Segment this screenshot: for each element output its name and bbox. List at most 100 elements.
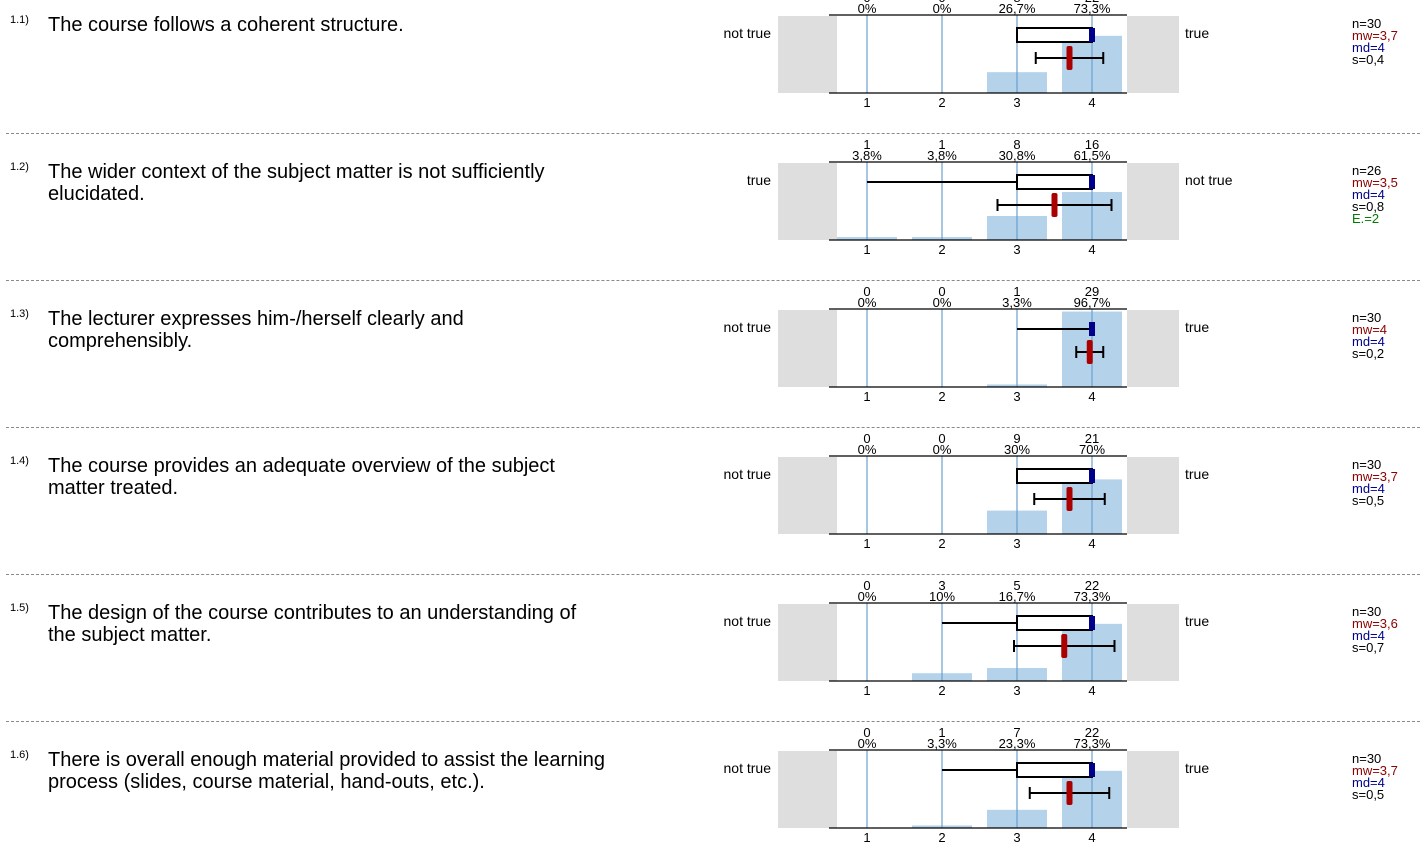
- question-number: 1.2): [10, 161, 29, 173]
- count-label: 0: [938, 284, 945, 299]
- percent-label: 0%: [858, 1, 877, 16]
- count-label: 16: [1085, 137, 1099, 152]
- statistics-block: n=30 mw=4 md=4 s=0,2: [1352, 310, 1388, 361]
- scale-panel-right: [1127, 163, 1179, 240]
- median-marker: [1089, 322, 1095, 336]
- median-marker: [1089, 616, 1095, 630]
- scale-right-label: not true: [1185, 172, 1233, 188]
- tick-label: 1: [863, 683, 870, 698]
- scale-panel-left: [778, 310, 837, 387]
- stat-mean: mw=3,7: [1352, 469, 1398, 484]
- boxplot-box: [1016, 762, 1093, 778]
- stat-mean: mw=3,6: [1352, 616, 1398, 631]
- tick-label: 2: [938, 536, 945, 551]
- percent-label: 0%: [933, 295, 952, 310]
- percent-label: 3,3%: [1002, 295, 1032, 310]
- dashed-divider: [6, 574, 1420, 575]
- mean-marker: [1051, 193, 1058, 217]
- question-item: 1.4) The course provides an adequate ove…: [0, 419, 1424, 566]
- count-label: 7: [1013, 725, 1020, 740]
- scale-panel-left: [778, 163, 837, 240]
- tick-label: 4: [1088, 242, 1095, 257]
- percent-label: 3,8%: [852, 148, 882, 163]
- stat-n: n=30: [1352, 310, 1382, 325]
- percent-label: 0%: [858, 295, 877, 310]
- question-text: The course provides an adequate overview…: [48, 455, 555, 499]
- tick-label: 3: [1013, 830, 1020, 845]
- stat-mean: mw=3,7: [1352, 763, 1398, 778]
- count-label: 5: [1013, 578, 1020, 593]
- statistics-block: n=30 mw=3,7 md=4 s=0,5: [1352, 457, 1398, 508]
- tick-label: 3: [1013, 389, 1020, 404]
- distribution-chart: 0 0 1 29 0% 0% 3,3% 96,7% 1 2 3 4: [778, 284, 1179, 404]
- stat-n: n=30: [1352, 604, 1382, 619]
- percent-label: 16,7%: [999, 589, 1036, 604]
- scale-panel-left: [778, 16, 837, 93]
- boxplot-box: [1016, 468, 1093, 484]
- tick-label: 4: [1088, 536, 1095, 551]
- statistics-block: n=30 mw=3,7 md=4 s=0,4: [1352, 17, 1398, 67]
- count-label: 0: [938, 431, 945, 446]
- stat-sd: s=0,7: [1352, 640, 1385, 655]
- question-text: The wider context of the subject matter …: [48, 161, 545, 205]
- percent-label: 73,3%: [1074, 589, 1111, 604]
- count-label: 8: [1013, 0, 1020, 5]
- percent-label: 3,3%: [927, 736, 957, 751]
- tick-label: 3: [1013, 95, 1020, 110]
- stat-sd: s=0,4: [1352, 52, 1385, 67]
- question-text: The course follows a coherent structure.: [48, 14, 404, 36]
- question-item: 1.5) The design of the course contribute…: [0, 566, 1424, 713]
- question-number: 1.3): [10, 308, 29, 320]
- scale-left-label: not true: [723, 613, 771, 629]
- stat-sd: s=0,2: [1352, 346, 1385, 361]
- count-label: 3: [938, 578, 945, 593]
- distribution-chart: 0 3 5 22 0% 10% 16,7% 73,3% 1 2 3 4: [778, 578, 1179, 698]
- stat-mean: mw=3,7: [1352, 28, 1398, 43]
- stat-sd: s=0,8: [1352, 199, 1385, 214]
- tick-label: 2: [938, 95, 945, 110]
- tick-label: 4: [1088, 95, 1095, 110]
- question-text: The design of the course contributes to …: [48, 602, 577, 646]
- scale-panel-left: [778, 604, 837, 681]
- stat-mean: mw=4: [1352, 322, 1388, 337]
- stat-n: n=30: [1352, 457, 1382, 472]
- stat-median: md=4: [1352, 40, 1385, 55]
- median-marker: [1089, 763, 1095, 777]
- stat-sd: s=0,5: [1352, 787, 1385, 802]
- scale-right-label: true: [1185, 319, 1210, 335]
- question-item: 1.3) The lecturer expresses him-/herself…: [0, 272, 1424, 419]
- stat-median: md=4: [1352, 334, 1385, 349]
- tick-label: 1: [863, 389, 870, 404]
- tick-label: 1: [863, 830, 870, 845]
- distribution-chart: 0 0 8 22 0% 0% 26,7% 73,3% 1 2 3 4: [778, 0, 1179, 110]
- count-label: 0: [863, 725, 870, 740]
- count-label: 9: [1013, 431, 1020, 446]
- stat-n: n=30: [1352, 751, 1382, 766]
- scale-left-label: not true: [723, 466, 771, 482]
- scale-panel-right: [1127, 457, 1179, 534]
- tick-label: 2: [938, 389, 945, 404]
- distribution-chart: 0 1 7 22 0% 3,3% 23,3% 73,3% 1 2 3 4: [778, 725, 1179, 845]
- count-label: 1: [938, 725, 945, 740]
- percent-label: 73,3%: [1074, 1, 1111, 16]
- median-marker: [1089, 175, 1095, 189]
- percent-label: 0%: [933, 1, 952, 16]
- count-label: 1: [863, 137, 870, 152]
- boxplot-box: [1016, 27, 1093, 43]
- count-label: 0: [938, 0, 945, 5]
- stat-sd: s=0,5: [1352, 493, 1385, 508]
- count-label: 22: [1085, 0, 1099, 5]
- tick-label: 1: [863, 242, 870, 257]
- scale-panel-left: [778, 751, 837, 828]
- count-label: 8: [1013, 137, 1020, 152]
- count-label: 0: [863, 578, 870, 593]
- count-label: 21: [1085, 431, 1099, 446]
- scale-left-label: not true: [723, 319, 771, 335]
- percent-label: 30,8%: [999, 148, 1036, 163]
- stat-median: md=4: [1352, 187, 1385, 202]
- tick-label: 3: [1013, 536, 1020, 551]
- count-label: 29: [1085, 284, 1099, 299]
- count-label: 0: [863, 0, 870, 5]
- stat-n: n=26: [1352, 163, 1382, 178]
- dashed-divider: [6, 280, 1420, 281]
